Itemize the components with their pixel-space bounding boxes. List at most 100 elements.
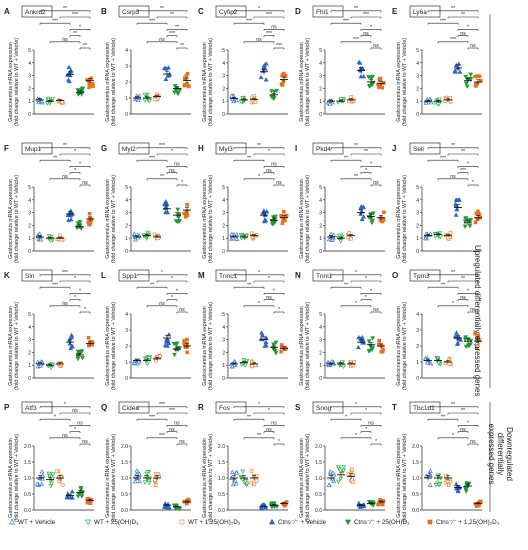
data-point — [57, 479, 62, 484]
y-tick-label: 0 — [222, 249, 225, 255]
data-point — [279, 82, 284, 86]
significance-label: ns — [82, 180, 88, 186]
data-point — [69, 489, 75, 494]
data-point — [350, 467, 354, 472]
significance-label: *** — [169, 408, 175, 414]
significance-label: *** — [450, 37, 456, 43]
data-point — [273, 351, 279, 356]
significance-label: *** — [149, 414, 155, 420]
y-tick-label: 5 — [416, 185, 419, 191]
data-point — [163, 76, 169, 82]
y-tick-label: 5 — [319, 312, 322, 318]
legend-label: Ctns⁻⁄⁻ + 25(OH)D₃ — [354, 519, 410, 526]
y-tick-label: 1 — [319, 363, 322, 369]
y-tick-label: 1.5 — [24, 460, 31, 466]
data-point — [446, 361, 451, 366]
data-point — [258, 74, 264, 80]
data-point — [453, 201, 458, 206]
data-point — [281, 79, 286, 84]
data-point — [39, 481, 45, 486]
data-point — [76, 92, 81, 97]
gene-box — [21, 401, 53, 414]
y-tick-label: 4 — [28, 61, 31, 67]
significance-label: ns — [373, 307, 379, 313]
data-point — [453, 481, 459, 486]
y-tick-label: 5 — [125, 185, 128, 191]
y-tick-label: 0 — [416, 249, 419, 255]
data-point — [260, 332, 265, 337]
y-tick-label: 3 — [319, 211, 322, 217]
data-point — [234, 236, 240, 241]
data-point — [8, 518, 16, 525]
y-tick-label: 1 — [222, 236, 225, 242]
significance-label: ** — [354, 143, 358, 149]
data-point — [331, 478, 337, 483]
data-point — [48, 238, 54, 244]
y-axis-label: Gastrocnemius mRNA expression — [202, 306, 208, 386]
data-point — [367, 348, 373, 354]
data-point — [156, 96, 160, 101]
significance-label: ** — [83, 43, 87, 49]
significance-label: ** — [257, 143, 261, 149]
significance-label: * — [268, 276, 270, 282]
data-point — [134, 468, 140, 473]
y-axis-label: Gastrocnemius mRNA expression — [105, 306, 111, 386]
panel-letter: P — [4, 403, 10, 412]
significance-label: ns — [77, 421, 83, 427]
significance-label: *** — [169, 31, 175, 37]
data-point — [250, 360, 254, 364]
data-point — [271, 501, 277, 506]
significance-label: *** — [52, 282, 58, 288]
y-tick-label: 0 — [28, 249, 31, 255]
y-axis-label: Gastrocnemius mRNA expression — [202, 438, 208, 518]
significance-label: ns — [179, 307, 185, 313]
y-axis-label: Gastrocnemius mRNA expression — [396, 306, 402, 386]
y-axis-label: (fold change relative to WT + Vehicle) — [14, 302, 20, 390]
data-point — [344, 519, 352, 526]
data-point — [436, 361, 442, 366]
y-tick-label: 2.0 — [24, 444, 31, 450]
data-point — [338, 239, 344, 244]
data-point — [244, 481, 250, 486]
y-tick-label: 0.5 — [121, 492, 128, 498]
y-tick-label: 0 — [28, 112, 31, 118]
y-axis-label: Gastrocnemius mRNA expression — [299, 438, 305, 518]
y-tick-label: 1.0 — [121, 476, 128, 482]
significance-label: *** — [440, 155, 446, 161]
y-tick-label: 5 — [28, 48, 31, 54]
data-point — [163, 66, 169, 71]
data-point — [468, 338, 474, 344]
y-tick-label: 5 — [319, 185, 322, 191]
significance-label: ns — [271, 162, 277, 168]
data-point — [64, 495, 70, 500]
panel-letter: I — [295, 144, 297, 153]
data-point — [50, 476, 56, 482]
gene-name: Tnnc1 — [219, 273, 237, 280]
y-axis-label: Gastrocnemius mRNA expression — [299, 42, 305, 122]
legend-item: Ctns⁻⁄⁻ + 1,25(OH)₂D₃ — [427, 519, 500, 526]
data-point — [230, 481, 236, 487]
y-tick-label: 4 — [28, 198, 31, 204]
data-point — [182, 83, 187, 88]
y-tick-label: 1 — [416, 99, 419, 105]
data-point — [261, 208, 267, 213]
data-point — [359, 216, 365, 222]
data-point — [262, 343, 268, 348]
significance-label: ** — [247, 414, 251, 420]
data-point — [78, 487, 84, 492]
data-point — [338, 476, 344, 482]
data-point — [187, 84, 191, 89]
significance-label: ns — [470, 43, 476, 49]
y-axis-label: Gastrocnemius mRNA expression — [299, 179, 305, 259]
significance-label: * — [74, 276, 76, 282]
data-point — [279, 213, 283, 218]
y-tick-label: 3 — [125, 64, 128, 70]
y-tick-label: 0 — [319, 376, 322, 382]
y-axis-label: Gastrocnemius mRNA expression — [105, 179, 111, 259]
significance-label: *** — [52, 18, 58, 24]
y-tick-label: 2 — [319, 223, 322, 229]
y-tick-label: 4 — [125, 48, 128, 54]
y-tick-label: 2 — [416, 223, 419, 229]
y-tick-label: 3 — [416, 211, 419, 217]
data-point — [229, 363, 235, 369]
